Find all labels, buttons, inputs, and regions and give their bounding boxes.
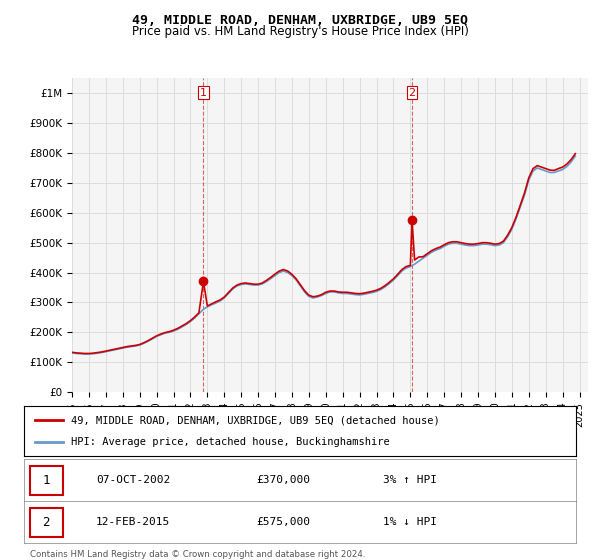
Text: 3% ↑ HPI: 3% ↑ HPI	[383, 475, 437, 485]
Text: 1% ↓ HPI: 1% ↓ HPI	[383, 517, 437, 527]
FancyBboxPatch shape	[29, 465, 62, 495]
Text: Contains HM Land Registry data © Crown copyright and database right 2024.
This d: Contains HM Land Registry data © Crown c…	[30, 550, 365, 560]
Text: 49, MIDDLE ROAD, DENHAM, UXBRIDGE, UB9 5EQ (detached house): 49, MIDDLE ROAD, DENHAM, UXBRIDGE, UB9 5…	[71, 415, 440, 425]
Text: 2: 2	[43, 516, 50, 529]
Text: £575,000: £575,000	[256, 517, 310, 527]
Text: 49, MIDDLE ROAD, DENHAM, UXBRIDGE, UB9 5EQ: 49, MIDDLE ROAD, DENHAM, UXBRIDGE, UB9 5…	[132, 14, 468, 27]
Text: 12-FEB-2015: 12-FEB-2015	[96, 517, 170, 527]
Text: 1: 1	[200, 88, 207, 98]
Text: HPI: Average price, detached house, Buckinghamshire: HPI: Average price, detached house, Buck…	[71, 437, 389, 447]
Text: Price paid vs. HM Land Registry's House Price Index (HPI): Price paid vs. HM Land Registry's House …	[131, 25, 469, 38]
Text: 07-OCT-2002: 07-OCT-2002	[96, 475, 170, 485]
Text: 2: 2	[409, 88, 416, 98]
Text: £370,000: £370,000	[256, 475, 310, 485]
FancyBboxPatch shape	[29, 507, 62, 537]
Text: 1: 1	[43, 474, 50, 487]
